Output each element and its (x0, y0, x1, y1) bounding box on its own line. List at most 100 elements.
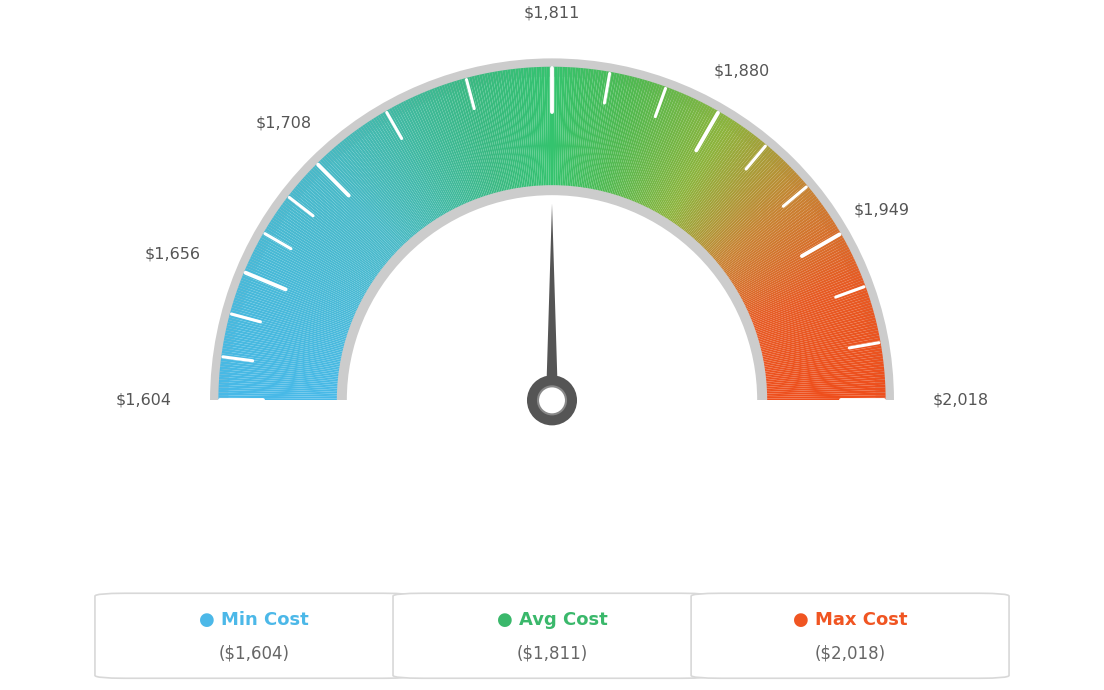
Text: ($1,604): ($1,604) (219, 644, 289, 662)
Wedge shape (353, 130, 431, 234)
Wedge shape (625, 88, 672, 208)
Wedge shape (587, 72, 612, 197)
Wedge shape (326, 154, 413, 248)
Wedge shape (315, 164, 406, 255)
Wedge shape (251, 256, 365, 313)
Wedge shape (750, 299, 871, 339)
Wedge shape (339, 141, 422, 241)
Wedge shape (471, 76, 503, 199)
Wedge shape (655, 110, 720, 221)
Circle shape (527, 375, 577, 425)
Wedge shape (628, 90, 677, 208)
Wedge shape (758, 374, 884, 386)
Wedge shape (631, 92, 682, 210)
Wedge shape (732, 235, 843, 299)
Wedge shape (719, 202, 821, 279)
Wedge shape (583, 70, 604, 196)
Wedge shape (676, 134, 754, 236)
Wedge shape (258, 239, 371, 302)
Wedge shape (575, 69, 592, 195)
Wedge shape (715, 196, 817, 275)
Wedge shape (705, 176, 800, 262)
Wedge shape (752, 313, 874, 347)
Wedge shape (454, 81, 492, 203)
Wedge shape (287, 196, 389, 275)
Wedge shape (226, 328, 350, 357)
Wedge shape (318, 161, 408, 253)
Wedge shape (700, 166, 792, 257)
Wedge shape (732, 237, 845, 301)
Wedge shape (244, 270, 361, 321)
Wedge shape (751, 307, 873, 344)
Wedge shape (661, 117, 731, 226)
Wedge shape (756, 348, 882, 370)
Wedge shape (526, 68, 538, 194)
Wedge shape (225, 330, 350, 358)
Wedge shape (577, 70, 596, 195)
Wedge shape (242, 275, 360, 324)
Wedge shape (722, 210, 828, 284)
Wedge shape (492, 72, 517, 197)
Wedge shape (675, 132, 752, 235)
Wedge shape (581, 70, 602, 196)
Wedge shape (391, 107, 454, 219)
Wedge shape (225, 333, 350, 360)
Wedge shape (742, 268, 859, 319)
Wedge shape (375, 116, 444, 225)
Wedge shape (221, 353, 348, 373)
Wedge shape (758, 395, 885, 399)
Wedge shape (405, 99, 463, 215)
Wedge shape (741, 266, 858, 318)
Wedge shape (424, 91, 475, 209)
Wedge shape (758, 369, 884, 382)
Wedge shape (358, 128, 433, 232)
Wedge shape (380, 113, 447, 223)
Wedge shape (559, 67, 565, 194)
Wedge shape (637, 97, 692, 213)
Wedge shape (290, 192, 391, 273)
Wedge shape (276, 210, 382, 284)
Wedge shape (305, 174, 400, 261)
Text: $2,018: $2,018 (933, 393, 988, 408)
Wedge shape (367, 121, 438, 228)
Wedge shape (243, 273, 361, 323)
Wedge shape (758, 384, 885, 392)
Wedge shape (598, 75, 630, 199)
Wedge shape (590, 72, 615, 197)
Text: $1,708: $1,708 (256, 115, 312, 130)
Wedge shape (221, 356, 347, 375)
Wedge shape (659, 115, 726, 224)
Wedge shape (546, 67, 551, 193)
Wedge shape (487, 72, 513, 197)
Wedge shape (693, 157, 783, 250)
Wedge shape (436, 86, 482, 206)
Text: $1,656: $1,656 (145, 246, 201, 262)
Wedge shape (656, 112, 722, 222)
Wedge shape (467, 77, 500, 200)
Wedge shape (563, 67, 573, 194)
Wedge shape (301, 178, 397, 264)
Wedge shape (337, 185, 767, 400)
Wedge shape (469, 77, 502, 200)
Wedge shape (229, 315, 352, 349)
Wedge shape (686, 145, 768, 243)
Wedge shape (731, 233, 841, 298)
Wedge shape (505, 70, 524, 195)
Wedge shape (396, 104, 457, 217)
Wedge shape (439, 86, 484, 206)
Wedge shape (641, 99, 699, 215)
Wedge shape (427, 90, 476, 208)
Wedge shape (224, 338, 349, 363)
Wedge shape (270, 219, 379, 290)
Wedge shape (531, 67, 541, 194)
Wedge shape (352, 132, 429, 235)
Wedge shape (329, 150, 415, 246)
Wedge shape (477, 75, 507, 199)
Wedge shape (393, 106, 455, 218)
Wedge shape (284, 200, 386, 277)
Wedge shape (219, 390, 346, 395)
Wedge shape (665, 120, 735, 228)
Wedge shape (697, 163, 788, 254)
Wedge shape (240, 280, 359, 327)
Wedge shape (544, 67, 549, 194)
